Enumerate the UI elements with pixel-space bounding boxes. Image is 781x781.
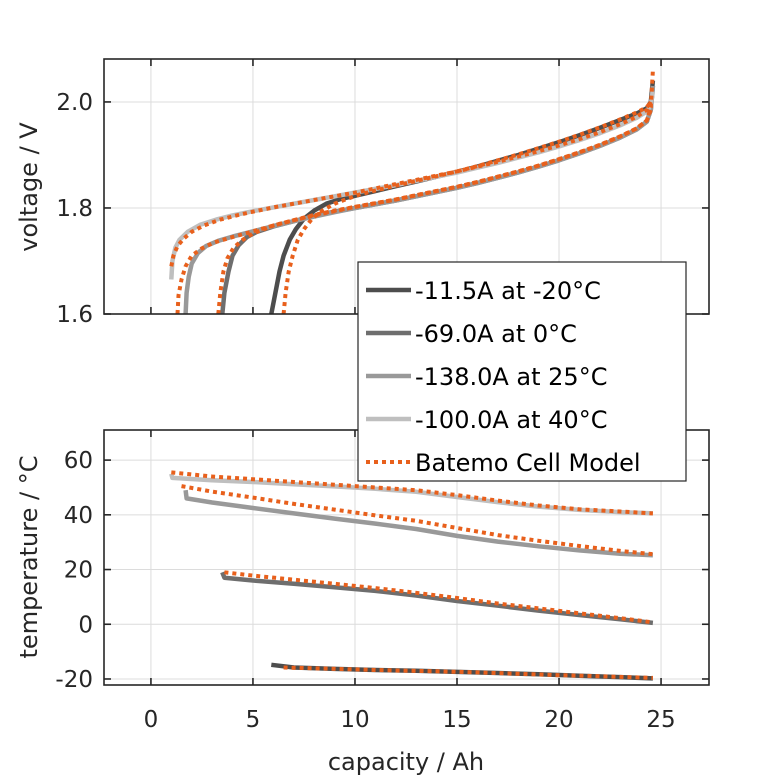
- temperature-series: [169, 470, 654, 681]
- model-line: [169, 101, 653, 267]
- x-tick-label: 0: [144, 707, 159, 733]
- measurement-line: [183, 489, 654, 558]
- model-line: [175, 69, 655, 314]
- measurement-line: [220, 571, 654, 626]
- legend-entries: -11.5A at -20°C -69.0A at 0°C -138.0A at 2…: [366, 277, 641, 477]
- legend-label: -69.0A at 0°C: [415, 320, 577, 348]
- legend-label: -138.0A at 25°C: [415, 363, 607, 391]
- x-tick-label: 5: [246, 707, 261, 733]
- y-tick-label: 0: [78, 612, 93, 638]
- voltage-y-axis-label: voltage / V: [15, 122, 43, 252]
- voltage-y-tick-labels: 1.6 1.8 2.0: [56, 90, 93, 328]
- temperature-y-tick-labels: -20 0 20 40 60: [55, 448, 93, 693]
- y-tick-label: 20: [64, 558, 93, 584]
- y-tick-label: -20: [55, 667, 93, 693]
- voltage-panel: 1.6 1.8 2.0 voltage / V: [15, 58, 710, 328]
- temperature-panel: -20 0 20 40 60 0 5 10 15 20 25 temperature / °C c…: [15, 429, 710, 776]
- measurement-line: [271, 662, 653, 681]
- voltage-series: [169, 69, 656, 314]
- legend: -11.5A at -20°C -69.0A at 0°C -138.0A at 2…: [357, 261, 687, 482]
- temperature-y-axis-label: temperature / °C: [15, 456, 43, 659]
- y-tick-label: 60: [64, 448, 93, 474]
- y-tick-label: 1.6: [56, 302, 93, 328]
- legend-box: [357, 261, 687, 482]
- capacity-x-axis-label: capacity / Ah: [328, 748, 484, 776]
- legend-label: Batemo Cell Model: [415, 449, 641, 477]
- x-tick-label: 10: [340, 707, 369, 733]
- model-line: [181, 484, 654, 557]
- model-line: [283, 665, 653, 680]
- x-tick-label: 15: [442, 707, 471, 733]
- x-tick-label: 25: [646, 707, 675, 733]
- y-tick-label: 2.0: [56, 90, 93, 116]
- x-tick-label: 20: [544, 707, 573, 733]
- measurement-line: [169, 90, 656, 280]
- model-line: [171, 470, 654, 516]
- capacity-x-tick-labels: 0 5 10 15 20 25: [144, 707, 676, 733]
- y-tick-label: 1.8: [56, 196, 93, 222]
- legend-label: -100.0A at 40°C: [415, 406, 607, 434]
- y-tick-label: 40: [64, 503, 93, 529]
- legend-label: -11.5A at -20°C: [415, 277, 601, 305]
